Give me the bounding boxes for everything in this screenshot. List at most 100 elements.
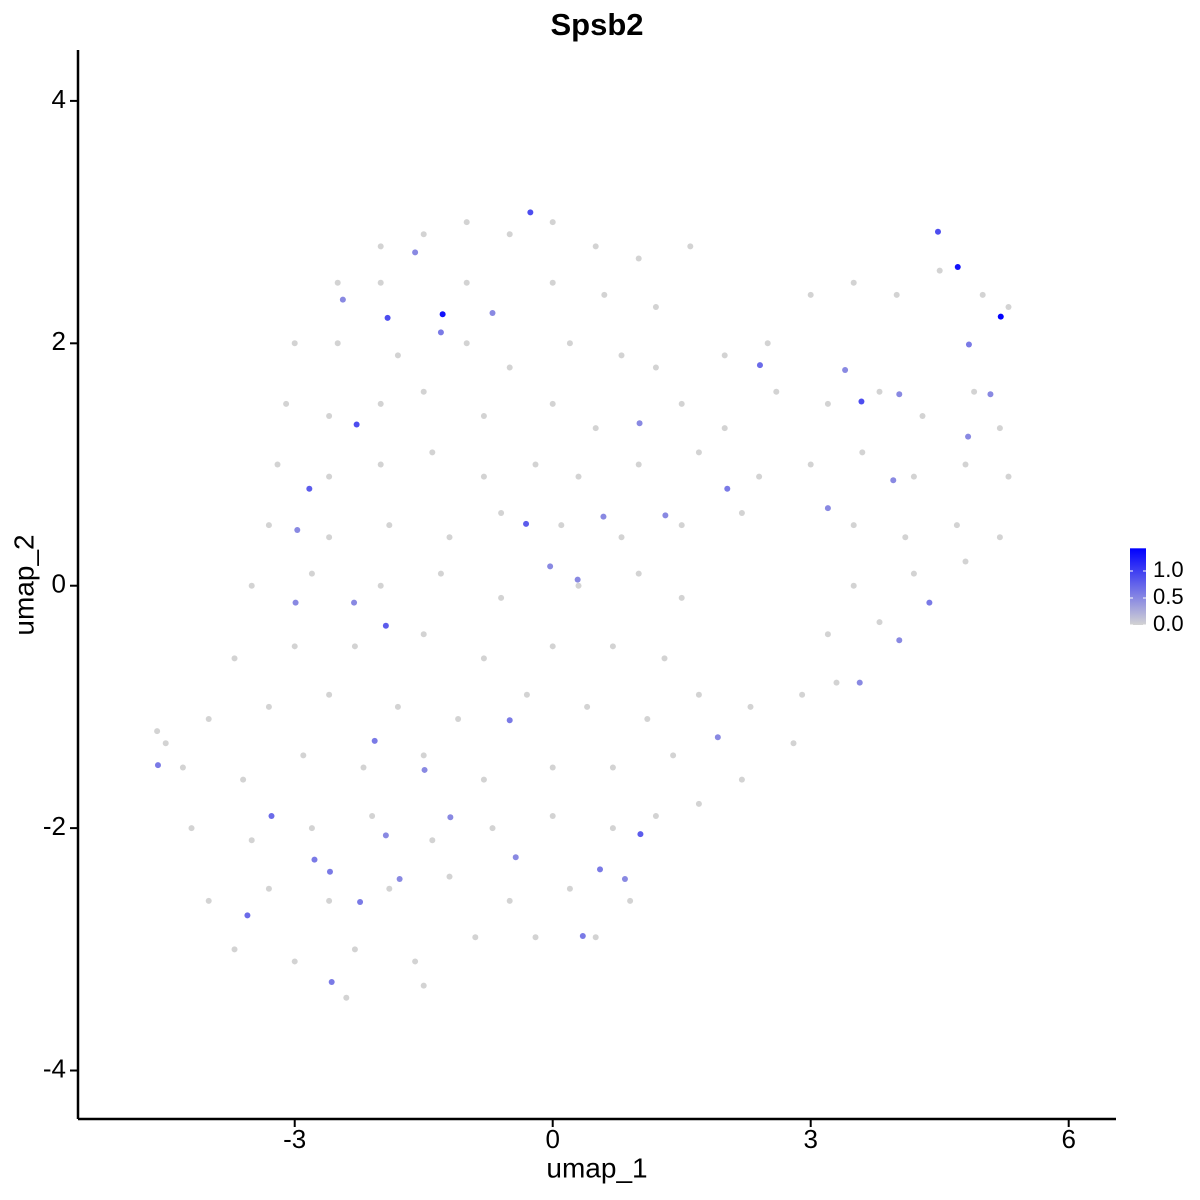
point [618,352,625,359]
point [394,703,401,710]
point [463,279,470,286]
point [953,522,960,529]
point [547,563,554,570]
point [420,752,427,759]
point [360,764,367,771]
point [523,691,530,698]
point [584,703,591,710]
point [205,897,212,904]
point [549,279,556,286]
point [652,364,659,371]
point [644,716,651,723]
point [592,243,599,250]
point [420,982,427,989]
point [618,534,625,541]
point [635,461,642,468]
point [549,219,556,226]
point [890,477,897,484]
point [833,679,840,686]
point [268,812,275,819]
point [386,522,393,529]
point [523,520,530,527]
point [294,526,301,533]
point [850,582,857,589]
point [274,461,281,468]
point [328,979,335,986]
point [154,728,161,735]
point [850,522,857,529]
point [377,279,384,286]
point [248,582,255,589]
point [377,461,384,468]
point [601,291,608,298]
point [311,856,318,863]
point [498,594,505,601]
point [971,388,978,395]
point [738,509,745,516]
point [334,340,341,347]
y-tick-label: 2 [52,326,66,356]
point [773,388,780,395]
point [714,734,721,741]
point [480,776,487,783]
point [283,400,290,407]
point [384,314,391,321]
point [377,582,384,589]
point [747,703,754,710]
point [506,717,513,724]
point [926,599,933,606]
point [334,279,341,286]
point [549,400,556,407]
point [429,449,436,456]
point [549,812,556,819]
point [265,522,272,529]
point [910,570,917,577]
point [396,876,403,883]
point [377,400,384,407]
x-tick-label: 6 [1061,1124,1075,1154]
point [1005,473,1012,480]
point [532,461,539,468]
point [910,473,917,480]
point [429,837,436,844]
point [662,512,669,519]
point [738,776,745,783]
point [896,391,903,398]
point [635,570,642,577]
point [162,740,169,747]
point [326,534,333,541]
point [721,425,728,432]
x-tick-label: 3 [803,1124,817,1154]
point [412,958,419,965]
point [339,296,346,303]
point [850,279,857,286]
colorbar-label: 0.0 [1153,611,1184,636]
point [292,599,299,606]
point [188,825,195,832]
point [962,558,969,565]
y-tick-label: -2 [43,811,66,841]
point [446,873,453,880]
point [652,812,659,819]
point [807,461,814,468]
point [306,485,313,492]
point [987,391,994,398]
point [447,814,454,821]
point [996,425,1003,432]
point [756,362,763,369]
point [506,364,513,371]
point [326,413,333,420]
point [936,267,943,274]
point [566,885,573,892]
point [558,522,565,529]
point [549,643,556,650]
point [636,420,643,427]
point [575,582,582,589]
point [472,934,479,941]
point [394,352,401,359]
colorbar [1130,548,1146,625]
point [687,243,694,250]
point [357,899,364,906]
